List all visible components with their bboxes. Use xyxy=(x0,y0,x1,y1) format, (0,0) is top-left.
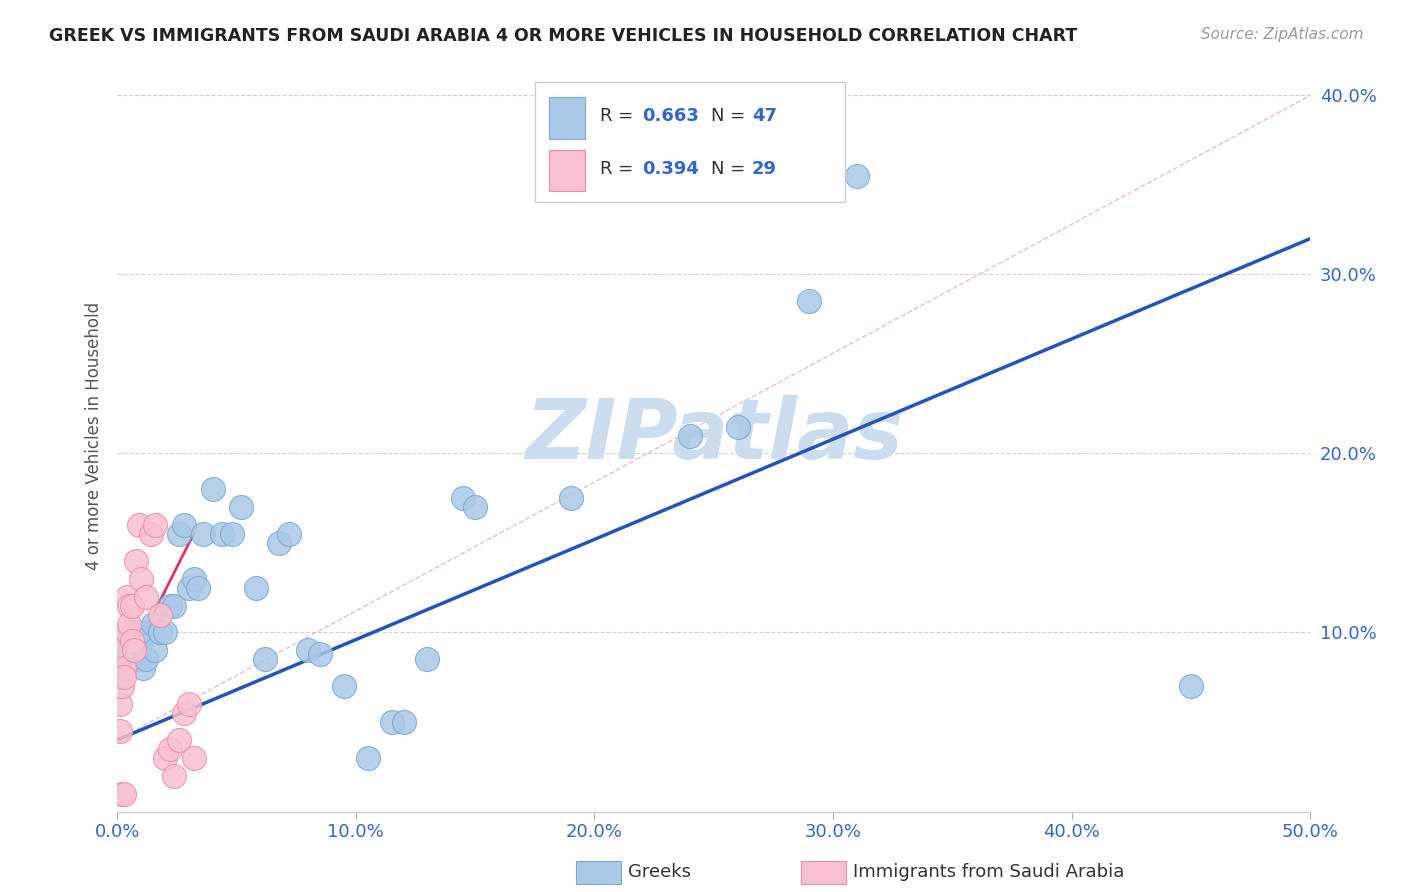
Point xyxy=(121,634,143,648)
Point xyxy=(177,697,200,711)
Point xyxy=(145,643,167,657)
FancyBboxPatch shape xyxy=(550,97,585,138)
FancyBboxPatch shape xyxy=(534,82,845,202)
Text: GREEK VS IMMIGRANTS FROM SAUDI ARABIA 4 OR MORE VEHICLES IN HOUSEHOLD CORRELATIO: GREEK VS IMMIGRANTS FROM SAUDI ARABIA 4 … xyxy=(49,27,1077,45)
Point xyxy=(115,590,138,604)
Point xyxy=(128,518,150,533)
Point xyxy=(118,616,141,631)
Point xyxy=(231,500,253,515)
Point xyxy=(177,581,200,595)
Point xyxy=(118,643,141,657)
Point xyxy=(464,500,486,515)
Point xyxy=(1180,679,1202,693)
Text: 0.663: 0.663 xyxy=(643,107,699,125)
Point xyxy=(163,769,186,783)
Text: 29: 29 xyxy=(752,160,778,178)
Point xyxy=(108,670,131,684)
Point xyxy=(211,527,233,541)
Point xyxy=(112,787,135,801)
Point xyxy=(163,599,186,613)
Point xyxy=(139,527,162,541)
Point xyxy=(145,518,167,533)
Point xyxy=(183,572,205,586)
Point xyxy=(245,581,267,595)
Text: N =: N = xyxy=(711,107,751,125)
Text: 0.394: 0.394 xyxy=(643,160,699,178)
Point xyxy=(278,527,301,541)
Point xyxy=(799,294,821,309)
Point xyxy=(112,661,135,675)
Point xyxy=(111,643,134,657)
Y-axis label: 4 or more Vehicles in Household: 4 or more Vehicles in Household xyxy=(86,301,103,570)
Point xyxy=(149,625,172,640)
Point xyxy=(392,714,415,729)
FancyBboxPatch shape xyxy=(550,150,585,191)
Point xyxy=(122,643,145,657)
Point xyxy=(153,751,176,765)
Point xyxy=(128,652,150,666)
Point xyxy=(135,590,157,604)
Point xyxy=(167,732,190,747)
Point xyxy=(108,723,131,738)
Point xyxy=(153,625,176,640)
Point xyxy=(357,751,380,765)
Point xyxy=(111,634,134,648)
Point xyxy=(297,643,319,657)
Point xyxy=(122,625,145,640)
Point xyxy=(451,491,474,506)
Point xyxy=(121,634,143,648)
Point xyxy=(560,491,582,506)
Point xyxy=(111,661,134,675)
Text: Source: ZipAtlas.com: Source: ZipAtlas.com xyxy=(1201,27,1364,42)
Point xyxy=(136,625,159,640)
Point xyxy=(129,572,152,586)
Point xyxy=(167,527,190,541)
Point xyxy=(132,661,155,675)
Point xyxy=(727,419,749,434)
Point xyxy=(129,634,152,648)
Point xyxy=(121,599,143,613)
Point xyxy=(679,428,702,442)
Text: Immigrants from Saudi Arabia: Immigrants from Saudi Arabia xyxy=(853,863,1125,881)
Point xyxy=(118,599,141,613)
Point xyxy=(159,599,181,613)
Point xyxy=(111,679,134,693)
Text: N =: N = xyxy=(711,160,751,178)
Text: R =: R = xyxy=(600,160,640,178)
Point xyxy=(159,742,181,756)
Point xyxy=(269,536,291,550)
Point xyxy=(142,616,165,631)
Text: ZIPatlas: ZIPatlas xyxy=(524,395,903,476)
Point xyxy=(115,643,138,657)
Point xyxy=(115,625,138,640)
Point xyxy=(112,652,135,666)
Point xyxy=(187,581,209,595)
Point xyxy=(135,652,157,666)
Point xyxy=(125,643,148,657)
Point xyxy=(111,787,134,801)
Point xyxy=(845,169,868,183)
Point xyxy=(183,751,205,765)
Point xyxy=(149,607,172,622)
Point xyxy=(173,518,195,533)
Point xyxy=(125,554,148,568)
Point xyxy=(173,706,195,720)
Point xyxy=(333,679,356,693)
Point xyxy=(191,527,214,541)
Text: Greeks: Greeks xyxy=(628,863,692,881)
Point xyxy=(112,670,135,684)
Point xyxy=(108,697,131,711)
Point xyxy=(221,527,243,541)
Text: 47: 47 xyxy=(752,107,778,125)
Point xyxy=(416,652,439,666)
Point xyxy=(309,647,332,661)
Point xyxy=(201,483,224,497)
Point xyxy=(254,652,277,666)
Point xyxy=(381,714,404,729)
Text: R =: R = xyxy=(600,107,640,125)
